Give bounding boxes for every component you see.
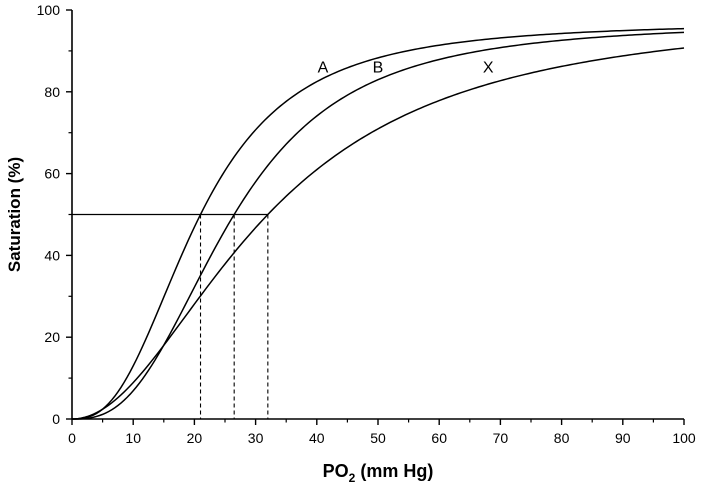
x-tick-label: 10: [125, 430, 141, 446]
y-tick-label: 40: [44, 247, 60, 263]
x-tick-label: 90: [615, 430, 631, 446]
p50-reference-lines: [72, 213, 269, 419]
x-tick-label: 60: [431, 430, 447, 446]
curve-label-x: X: [483, 59, 494, 76]
x-tick-label: 80: [554, 430, 570, 446]
x-tick-label: 70: [493, 430, 509, 446]
x-axis-title-units: (mm Hg): [355, 461, 433, 481]
y-axis-title: Saturation (%): [5, 157, 24, 272]
x-axis-title-subscript: 2: [349, 471, 356, 485]
curve-a: [71, 27, 685, 420]
curve-label-b: B: [373, 59, 384, 76]
x-tick-label: 30: [248, 430, 264, 446]
x-tick-label: 50: [370, 430, 386, 446]
curve-b: [71, 31, 685, 420]
x-axis-title-main: PO: [323, 461, 349, 481]
y-tick-label: 0: [52, 411, 60, 427]
x-axis-title: PO2 (mm Hg): [323, 461, 434, 485]
x-tick-label: 100: [672, 430, 696, 446]
y-tick-label: 80: [44, 84, 60, 100]
y-tick-label: 20: [44, 329, 60, 345]
x-tick-label: 20: [187, 430, 203, 446]
saturation-curves: [71, 27, 685, 420]
y-tick-label: 100: [37, 2, 61, 18]
x-tick-label: 0: [68, 430, 76, 446]
y-axis-ticks: 0 20 40 60 80 100: [37, 2, 72, 427]
x-tick-label: 40: [309, 430, 325, 446]
x-axis-ticks: 0 10 20 30 40 50 60 70 80 90 100: [68, 419, 696, 446]
y-tick-label: 60: [44, 166, 60, 182]
curve-label-a: A: [318, 59, 329, 76]
curve-x: [71, 47, 685, 420]
